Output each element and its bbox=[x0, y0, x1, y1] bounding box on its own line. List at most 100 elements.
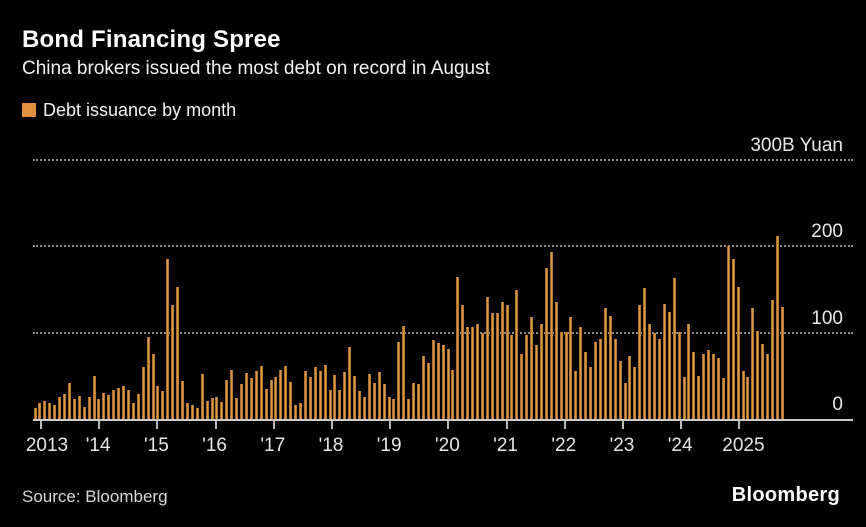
bar bbox=[141, 367, 145, 419]
bar bbox=[151, 354, 155, 419]
bar bbox=[549, 252, 553, 419]
bar bbox=[741, 371, 745, 419]
bar bbox=[299, 403, 303, 419]
bar bbox=[318, 371, 322, 419]
bar bbox=[235, 398, 239, 419]
bar bbox=[667, 312, 671, 419]
bar bbox=[431, 340, 435, 419]
x-axis-tick bbox=[447, 421, 450, 429]
bar bbox=[775, 236, 779, 419]
x-axis-line bbox=[33, 419, 853, 421]
y-axis-label: 0 bbox=[832, 394, 843, 415]
bar bbox=[259, 366, 263, 419]
gridline bbox=[33, 245, 853, 247]
bar bbox=[185, 403, 189, 419]
bar bbox=[397, 342, 401, 419]
bar bbox=[456, 277, 460, 419]
bar bbox=[461, 305, 465, 419]
bar bbox=[107, 395, 111, 419]
bar bbox=[515, 290, 519, 419]
bar bbox=[230, 370, 234, 419]
bar bbox=[426, 363, 430, 419]
bar bbox=[240, 384, 243, 419]
bar bbox=[766, 354, 770, 419]
bar bbox=[58, 397, 62, 419]
x-axis-tick bbox=[98, 421, 101, 429]
bar bbox=[205, 401, 209, 419]
bar bbox=[156, 386, 160, 419]
bar bbox=[446, 349, 450, 419]
x-axis-label: 2013 bbox=[25, 435, 69, 456]
bar bbox=[215, 397, 219, 419]
bar bbox=[92, 376, 96, 419]
x-axis-label: '19 bbox=[376, 435, 402, 456]
bar bbox=[643, 288, 647, 419]
bar bbox=[751, 308, 755, 419]
bar bbox=[254, 371, 258, 419]
bar bbox=[771, 300, 775, 419]
bar bbox=[225, 380, 229, 419]
bar bbox=[117, 388, 121, 419]
y-axis-label: 300B Yuan bbox=[750, 134, 843, 156]
bar bbox=[608, 316, 612, 419]
bar bbox=[505, 305, 509, 419]
bar bbox=[284, 366, 288, 419]
bar bbox=[510, 335, 514, 419]
bar bbox=[495, 313, 499, 419]
x-axis-label: '17 bbox=[260, 435, 286, 456]
bar bbox=[682, 377, 686, 419]
bar bbox=[264, 389, 268, 419]
x-axis-label: '22 bbox=[551, 435, 577, 456]
x-axis-label: 2025 bbox=[722, 435, 765, 456]
x-axis-tick bbox=[680, 421, 683, 429]
y-axis-label: 200 bbox=[811, 221, 843, 242]
bar bbox=[372, 383, 376, 419]
bar bbox=[377, 372, 381, 419]
bar bbox=[633, 367, 637, 419]
x-axis-label: '24 bbox=[667, 435, 693, 456]
bar bbox=[746, 377, 750, 419]
bar bbox=[756, 331, 760, 419]
gridline bbox=[33, 158, 853, 161]
bar bbox=[559, 332, 563, 419]
bar bbox=[500, 302, 504, 419]
bar bbox=[628, 356, 632, 419]
bar bbox=[525, 335, 529, 419]
bar bbox=[402, 326, 406, 419]
source-note: Source: Bloomberg bbox=[22, 487, 168, 506]
bar bbox=[294, 405, 298, 419]
bar bbox=[181, 381, 184, 419]
bar bbox=[721, 378, 725, 419]
bar bbox=[387, 397, 391, 419]
y-axis-label: 100 bbox=[811, 307, 843, 329]
bar bbox=[716, 358, 720, 419]
bar bbox=[63, 394, 66, 419]
bar bbox=[726, 246, 730, 419]
bar bbox=[195, 408, 199, 419]
bar bbox=[480, 333, 484, 419]
bar bbox=[353, 376, 357, 419]
bar bbox=[279, 370, 283, 419]
bar bbox=[289, 382, 293, 419]
bar bbox=[564, 332, 568, 419]
bar bbox=[662, 304, 666, 419]
bar bbox=[67, 383, 71, 419]
bar bbox=[323, 365, 327, 419]
bar bbox=[417, 384, 421, 419]
bar bbox=[638, 305, 642, 419]
bar bbox=[574, 371, 578, 419]
x-axis-tick bbox=[156, 421, 159, 429]
bar bbox=[161, 391, 165, 419]
bar bbox=[579, 327, 583, 419]
bar bbox=[476, 324, 480, 419]
x-axis-label: '14 bbox=[85, 435, 111, 456]
x-axis-tick bbox=[214, 421, 217, 429]
x-axis-tick bbox=[389, 421, 392, 429]
bar bbox=[82, 407, 86, 419]
bar bbox=[731, 259, 735, 419]
bar bbox=[780, 307, 784, 419]
x-axis-label: '16 bbox=[202, 435, 227, 456]
bar bbox=[249, 378, 253, 419]
x-axis-label: '18 bbox=[318, 435, 344, 456]
